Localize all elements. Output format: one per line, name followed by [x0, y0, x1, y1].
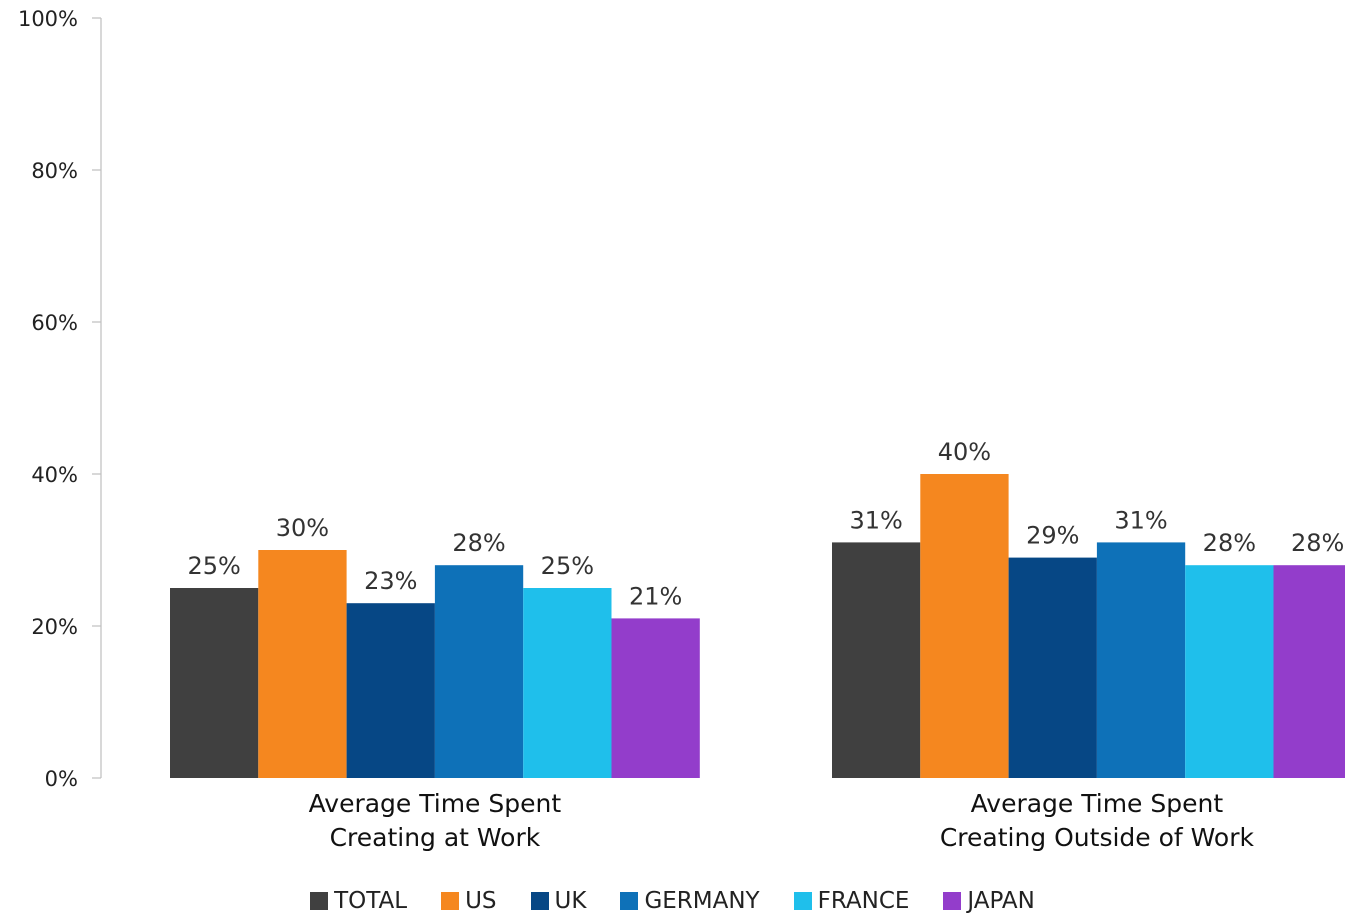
- y-tick-label: 100%: [18, 7, 78, 31]
- legend-swatch: [620, 892, 639, 910]
- category-labels: Average Time Spent Creating at Work Averag…: [309, 789, 1255, 852]
- data-label: 25%: [541, 552, 594, 580]
- bar-japan-1: [1273, 565, 1345, 778]
- bar-uk-1: [1008, 557, 1097, 778]
- legend-item-japan: JAPAN: [943, 888, 1035, 914]
- legend-item-uk: UK: [530, 888, 587, 914]
- y-tick-label: 80%: [31, 159, 78, 183]
- legend-label: GERMANY: [644, 888, 760, 914]
- legend-item-germany: GERMANY: [620, 888, 760, 914]
- bar-france-0: [523, 588, 612, 778]
- legend-label: UK: [554, 888, 587, 914]
- legend-item-france: FRANCE: [793, 888, 910, 914]
- bar-us-0: [258, 550, 347, 778]
- data-label: 28%: [1203, 529, 1256, 557]
- data-label: 25%: [187, 552, 240, 580]
- bars: [170, 474, 1345, 778]
- legend-label: TOTAL: [334, 888, 408, 914]
- category-label: Average Time Spent: [309, 789, 562, 818]
- bar-japan-0: [611, 618, 700, 778]
- legend-swatch: [310, 892, 329, 910]
- data-label: 31%: [849, 506, 902, 534]
- data-labels: 25% 30% 23% 28% 25% 21% 31% 40% 29% 31% 28% 28%: [187, 438, 1344, 610]
- data-label: 28%: [452, 529, 505, 557]
- category-label: Creating at Work: [330, 823, 541, 852]
- bar-total-1: [832, 542, 921, 778]
- y-axis: 0% 20% 40% 60% 80% 100%: [18, 7, 102, 791]
- y-tick-label: 20%: [31, 615, 78, 639]
- bar-total-0: [170, 588, 259, 778]
- legend-swatch: [441, 892, 460, 910]
- category-label: Creating Outside of Work: [940, 823, 1255, 852]
- data-label: 30%: [276, 514, 329, 542]
- data-label: 21%: [629, 582, 682, 610]
- legend-label: JAPAN: [967, 888, 1035, 914]
- data-label: 29%: [1026, 522, 1079, 550]
- data-label: 23%: [364, 567, 417, 595]
- legend-item-total: TOTAL: [310, 888, 407, 914]
- legend-item-us: US: [441, 888, 497, 914]
- bar-france-1: [1185, 565, 1274, 778]
- bar-uk-0: [346, 603, 435, 778]
- y-tick-label: 40%: [31, 463, 78, 487]
- y-tick-label: 60%: [31, 311, 78, 335]
- legend: TOTAL US UK GERMANY FRANCE JAPAN: [0, 888, 1345, 914]
- data-label: 40%: [938, 438, 991, 466]
- bar-germany-1: [1096, 542, 1186, 778]
- data-label: 28%: [1291, 529, 1344, 557]
- legend-swatch: [793, 892, 812, 910]
- category-label: Average Time Spent: [971, 789, 1224, 818]
- data-label: 31%: [1114, 506, 1167, 534]
- bar-germany-0: [434, 565, 524, 778]
- legend-swatch: [530, 892, 549, 910]
- legend-label: US: [465, 888, 497, 914]
- legend-swatch: [943, 892, 962, 910]
- y-tick-label: 0%: [45, 767, 78, 791]
- legend-label: FRANCE: [817, 888, 910, 914]
- bar-us-1: [920, 474, 1009, 778]
